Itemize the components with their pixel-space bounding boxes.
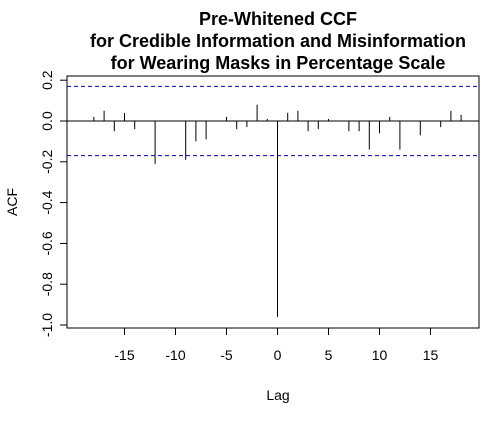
ccf-bars [93, 104, 462, 317]
confidence-bounds [67, 85, 479, 157]
x-tick-label: -15 [114, 347, 134, 363]
x-axis-label: Lag [266, 387, 289, 403]
chart-title-line-3: for Wearing Masks in Percentage Scale [111, 53, 446, 73]
x-tick-label: 15 [423, 347, 439, 363]
x-axis: -15 -10 -5 0 5 10 15 [114, 328, 438, 363]
y-axis: -1.0 -0.8 -0.6 -0.4 -0.2 0.0 0.2 [39, 70, 67, 337]
x-tick-label: 5 [325, 347, 333, 363]
y-tick-label: -0.8 [39, 272, 55, 296]
y-axis-label: ACF [4, 188, 20, 216]
y-tick-label: -0.4 [39, 190, 55, 214]
chart-title-line-2: for Credible Information and Misinformat… [90, 31, 466, 51]
chart-title-line-1: Pre-Whitened CCF [199, 9, 357, 29]
x-tick-label: -5 [220, 347, 233, 363]
y-tick-label: -1.0 [39, 313, 55, 337]
x-tick-label: 0 [274, 347, 282, 363]
y-tick-label: 0.0 [39, 111, 55, 131]
y-tick-label: -0.2 [39, 150, 55, 174]
x-tick-label: -10 [165, 347, 185, 363]
y-tick-label: -0.6 [39, 231, 55, 255]
x-tick-label: 10 [372, 347, 388, 363]
plot-frame [66, 75, 480, 329]
y-tick-label: 0.2 [39, 70, 55, 90]
